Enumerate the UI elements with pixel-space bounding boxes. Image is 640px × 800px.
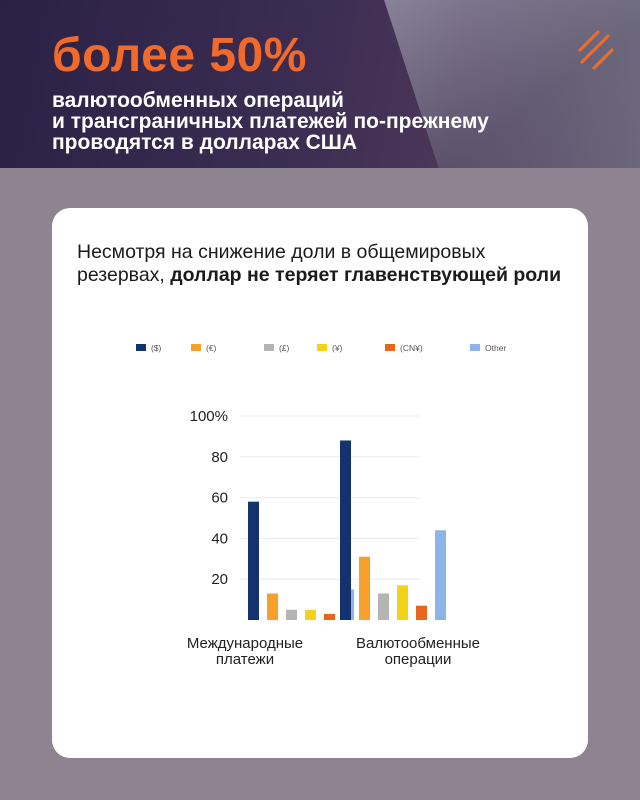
bar [286,609,297,620]
legend-label: (CN¥) [400,342,423,353]
card-description: Несмотря на снижение доли в общемировых … [77,241,567,287]
legend-label: (£) [279,342,290,353]
card-text-bold: доллар не теряет главенствующей роли [170,264,562,286]
legend-item-gbp: (£) [264,342,289,353]
category-label-line: платежи [215,651,275,668]
bar-chart: 20 40 60 80 100% [190,408,446,620]
category-label-line: Валютообменные [355,635,480,652]
legend-swatch [317,344,327,352]
bar [267,593,278,620]
legend-label: Other [485,342,507,353]
legend-item-usd: ($) [136,342,161,353]
category-label-line: Международные [186,635,304,652]
category-label: Валютообменные операции [336,636,500,668]
category-label-line: операции [384,651,452,668]
legend-item-other: Other [470,342,506,353]
legend-swatch [191,344,201,352]
bar [435,530,446,620]
legend-item-jpy: (¥) [317,342,342,353]
bar [378,593,389,620]
slash-stripes-logo-icon [578,30,614,70]
bar [340,440,351,620]
bar [359,556,370,620]
legend-label: ($) [151,342,162,353]
legend-item-cny: (CN¥) [385,342,423,353]
legend-label: (¥) [332,342,343,353]
legend-item-eur: (€) [191,342,216,353]
y-tick-label: 40 [211,530,228,547]
y-tick-label: 60 [211,490,228,507]
subhead-line: и трансграничных платежей по-прежнему [52,110,489,133]
legend-swatch [470,344,480,352]
subhead-line: проводятся в долларах США [52,131,358,154]
content-card: Несмотря на снижение доли в общемировых … [52,208,588,758]
y-tick-label: 80 [211,449,228,466]
y-tick-label: 20 [211,571,228,588]
legend-swatch [136,344,146,352]
legend-swatch [264,344,274,352]
header-banner: более 50% валютообменных операций и тран… [0,0,640,168]
bar [324,613,335,620]
subheadline: валютообменных операций и трансграничных… [52,90,572,153]
bar [305,609,316,620]
card-text-plain: Несмотря на снижение доли в общемировых … [77,241,486,286]
headline: более 50% [52,29,307,82]
bar [248,501,259,620]
legend-label: (€) [206,342,217,353]
bar [416,605,427,620]
y-tick-label: 100% [190,408,228,425]
category-label: Международные платежи [164,636,326,668]
subhead-line: валютообменных операций [52,89,344,112]
legend-swatch [385,344,395,352]
bar [397,585,408,620]
